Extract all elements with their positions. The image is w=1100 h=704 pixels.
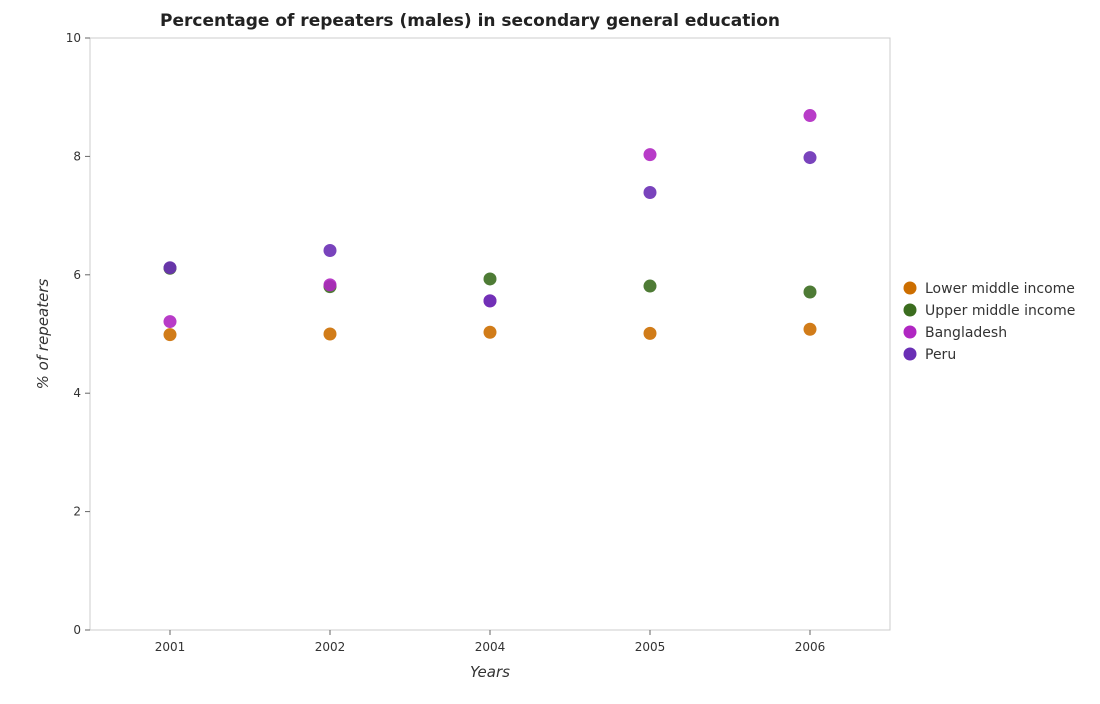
legend-marker [903, 325, 917, 339]
data-point-lower-middle-income [803, 322, 817, 336]
y-axis: 0 2 4 6 8 10 [66, 31, 90, 637]
y-tick-label: 0 [73, 623, 81, 637]
x-axis: 2001 2002 2004 2005 2006 [155, 630, 826, 654]
data-point-bangladesh [803, 109, 817, 123]
data-point-lower-middle-income [643, 326, 657, 340]
y-tick-label: 8 [73, 149, 81, 163]
legend-marker [903, 303, 917, 317]
data-point-peru [163, 261, 177, 275]
y-tick-label: 6 [73, 268, 81, 282]
y-tick-label: 10 [66, 31, 81, 45]
legend-label: Upper middle income [925, 303, 1075, 319]
data-point-upper-middle-income [643, 279, 657, 293]
x-axis-label: Years [470, 663, 510, 681]
x-tick-label: 2006 [795, 640, 826, 654]
x-tick-label: 2001 [155, 640, 186, 654]
data-point-peru [803, 151, 817, 165]
x-tick-label: 2004 [475, 640, 506, 654]
data-point-peru [483, 294, 497, 308]
data-point-lower-middle-income [323, 327, 337, 341]
data-point-bangladesh [323, 278, 337, 292]
y-tick-label: 2 [73, 505, 81, 519]
data-point-upper-middle-income [483, 272, 497, 286]
x-tick-label: 2002 [315, 640, 346, 654]
legend-marker [903, 347, 917, 361]
legend-label: Lower middle income [925, 281, 1075, 297]
x-tick-label: 2005 [635, 640, 666, 654]
data-point-lower-middle-income [483, 325, 497, 339]
data-point-bangladesh [643, 148, 657, 162]
data-point-peru [323, 244, 337, 258]
data-point-bangladesh [163, 315, 177, 329]
data-points [163, 109, 817, 342]
y-axis-label: % of repeaters [34, 278, 52, 389]
legend: Lower middle income Upper middle income Ba… [903, 281, 1075, 363]
data-point-lower-middle-income [163, 328, 177, 342]
legend-marker [903, 281, 917, 295]
data-point-peru [643, 186, 657, 200]
data-point-upper-middle-income [803, 285, 817, 299]
legend-label: Bangladesh [925, 325, 1007, 341]
chart-title: Percentage of repeaters (males) in secon… [160, 11, 780, 31]
y-tick-label: 4 [73, 386, 81, 400]
legend-label: Peru [925, 347, 956, 363]
